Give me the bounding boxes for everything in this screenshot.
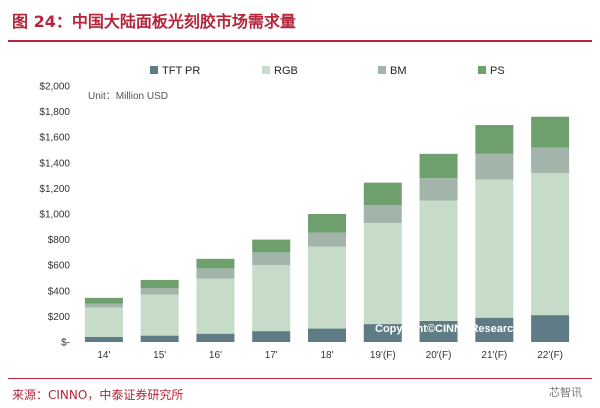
- y-tick-label: $200: [48, 312, 71, 323]
- bar-segment-bm: [84, 303, 123, 308]
- bar-segment-bm: [308, 232, 346, 247]
- bar-segment-ps: [475, 125, 514, 154]
- bar-segment-ps: [252, 239, 291, 253]
- x-tick-label: 21'(F): [481, 350, 507, 361]
- legend-item: TFT PR: [150, 65, 200, 77]
- y-tick-label: $1,200: [39, 184, 70, 195]
- legend-item: BM: [378, 65, 407, 77]
- x-axis: 14' 15' 16' 17' 18' 19'(F) 20'(F) 21'(F) 22'(F): [97, 350, 563, 361]
- x-tick-label: 16': [209, 350, 222, 361]
- bar-segment-bm: [196, 268, 235, 279]
- y-tick-label: $800: [48, 235, 71, 246]
- y-tick-label: $1,000: [39, 210, 70, 221]
- bar-segment-rgb: [252, 265, 291, 332]
- bar-segment-rgb: [308, 246, 346, 329]
- watermark: 芯智讯: [549, 386, 582, 399]
- bar-segment-bm: [252, 252, 291, 266]
- bar-segment-ps: [196, 258, 235, 269]
- legend-swatch: [378, 66, 386, 74]
- footer-divider: [8, 378, 592, 379]
- legend-label: PS: [490, 65, 505, 77]
- bar-segment-rgb: [363, 222, 402, 325]
- bar-segment-tft-pr: [140, 335, 179, 342]
- bars-group: [84, 116, 570, 342]
- legend-swatch: [478, 66, 486, 74]
- bar-segment-ps: [84, 297, 123, 304]
- bar-segment-tft-pr: [308, 328, 346, 342]
- bar-segment-ps: [531, 116, 570, 148]
- x-tick-label: 22'(F): [537, 350, 563, 361]
- bar-segment-tft-pr: [419, 320, 458, 342]
- copyright-annotation: Copyright©CINNOResearch: [375, 323, 520, 335]
- source-note: 来源：CINNO，中泰证券研究所: [12, 388, 184, 402]
- bar-segment-tft-pr: [531, 315, 570, 342]
- x-tick-label: 20'(F): [426, 350, 452, 361]
- title-divider: [8, 40, 592, 42]
- bar-segment-ps: [140, 279, 179, 289]
- chart-legend: TFT PR RGB BM PS: [150, 65, 505, 77]
- y-tick-label: $2,000: [39, 82, 70, 93]
- stacked-bar-chart: TFT PR RGB BM PS Unit：Million USD $- $200 $40…: [39, 65, 570, 361]
- bar-segment-rgb: [419, 200, 458, 321]
- bar-segment-bm: [363, 205, 402, 223]
- y-tick-label: $1,800: [39, 107, 70, 118]
- bar-segment-bm: [531, 147, 570, 174]
- y-axis: $- $200 $400 $600 $800 $1,000 $1,200 $1,400 $1,6…: [39, 82, 70, 349]
- x-tick-label: 15': [153, 350, 166, 361]
- bar-segment-tft-pr: [84, 336, 123, 342]
- bar-segment-rgb: [531, 173, 570, 316]
- y-tick-label: $1,600: [39, 133, 70, 144]
- bar-segment-bm: [475, 153, 514, 180]
- bar-segment-ps: [308, 214, 346, 233]
- bar-segment-rgb: [196, 278, 235, 334]
- bar-segment-tft-pr: [196, 333, 235, 342]
- y-tick-label: $-: [61, 338, 70, 349]
- bar-segment-ps: [363, 182, 402, 206]
- x-tick-label: 14': [97, 350, 110, 361]
- bar-segment-rgb: [84, 307, 123, 337]
- bar-segment-rgb: [475, 179, 514, 318]
- x-tick-label: 18': [320, 350, 333, 361]
- x-tick-label: 17': [265, 350, 278, 361]
- bar-segment-tft-pr: [363, 324, 402, 342]
- legend-item: RGB: [262, 65, 298, 77]
- legend-label: TFT PR: [162, 65, 200, 77]
- legend-item: PS: [478, 65, 505, 77]
- bar-segment-tft-pr: [252, 331, 291, 342]
- bar-segment-rgb: [140, 294, 179, 336]
- unit-label: Unit：Million USD: [88, 91, 168, 102]
- y-tick-label: $400: [48, 286, 71, 297]
- y-tick-label: $600: [48, 261, 71, 272]
- legend-swatch: [262, 66, 270, 74]
- y-tick-label: $1,400: [39, 158, 70, 169]
- bar-segment-bm: [419, 178, 458, 201]
- bar-segment-bm: [140, 288, 179, 295]
- x-tick-label: 19'(F): [370, 350, 396, 361]
- bar-segment-ps: [419, 153, 458, 179]
- legend-label: BM: [390, 65, 407, 77]
- legend-label: RGB: [274, 65, 298, 77]
- chart-figure-title: 图 24：中国大陆面板光刻胶市场需求量: [12, 12, 296, 31]
- legend-swatch: [150, 66, 158, 74]
- bar-segment-tft-pr: [475, 317, 514, 342]
